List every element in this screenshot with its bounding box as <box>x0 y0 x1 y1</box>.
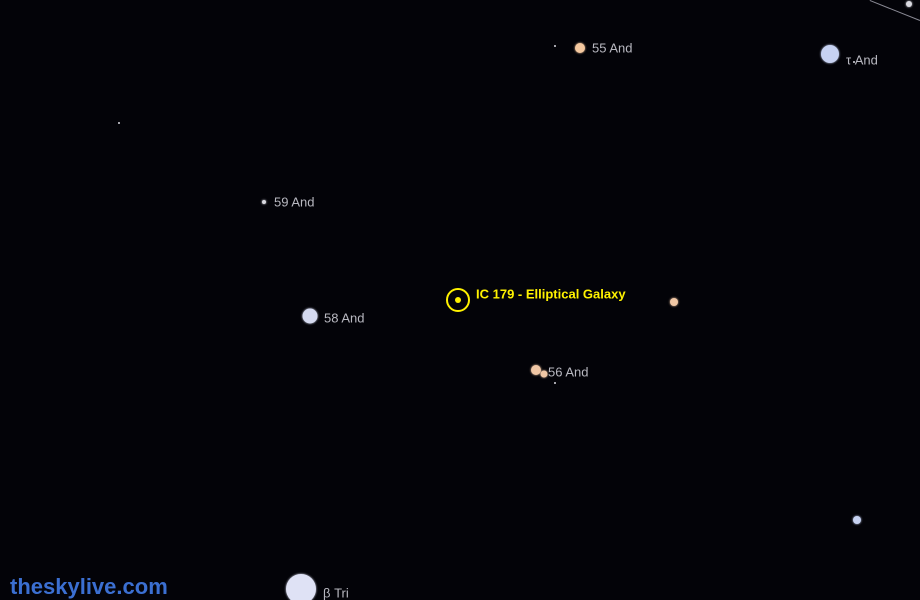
star-label: 56 And <box>548 365 589 380</box>
star-marker <box>821 45 839 63</box>
field-star-dot <box>554 45 556 47</box>
target-dot <box>455 297 461 303</box>
star-label: 55 And <box>592 41 633 56</box>
star-label: 59 And <box>274 195 315 210</box>
star-chart: 55 And τ And 59 And 58 And 56 And β Tri IC 179… <box>0 0 920 600</box>
star-label: β Tri <box>323 586 349 600</box>
star-marker <box>262 200 266 204</box>
field-star-dot <box>118 122 120 124</box>
star-label: τ And <box>846 53 878 68</box>
star-marker <box>853 516 861 524</box>
star-marker <box>541 371 548 378</box>
star-label: 58 And <box>324 311 365 326</box>
target-label: IC 179 - Elliptical Galaxy <box>476 287 626 302</box>
star-marker <box>906 1 912 7</box>
star-marker <box>670 298 678 306</box>
field-star-dot <box>554 382 556 384</box>
star-marker <box>531 365 541 375</box>
star-marker <box>286 574 316 600</box>
chart-line <box>870 0 920 21</box>
star-marker <box>303 309 318 324</box>
star-marker <box>575 43 585 53</box>
watermark-text: theskylive.com <box>10 574 168 600</box>
